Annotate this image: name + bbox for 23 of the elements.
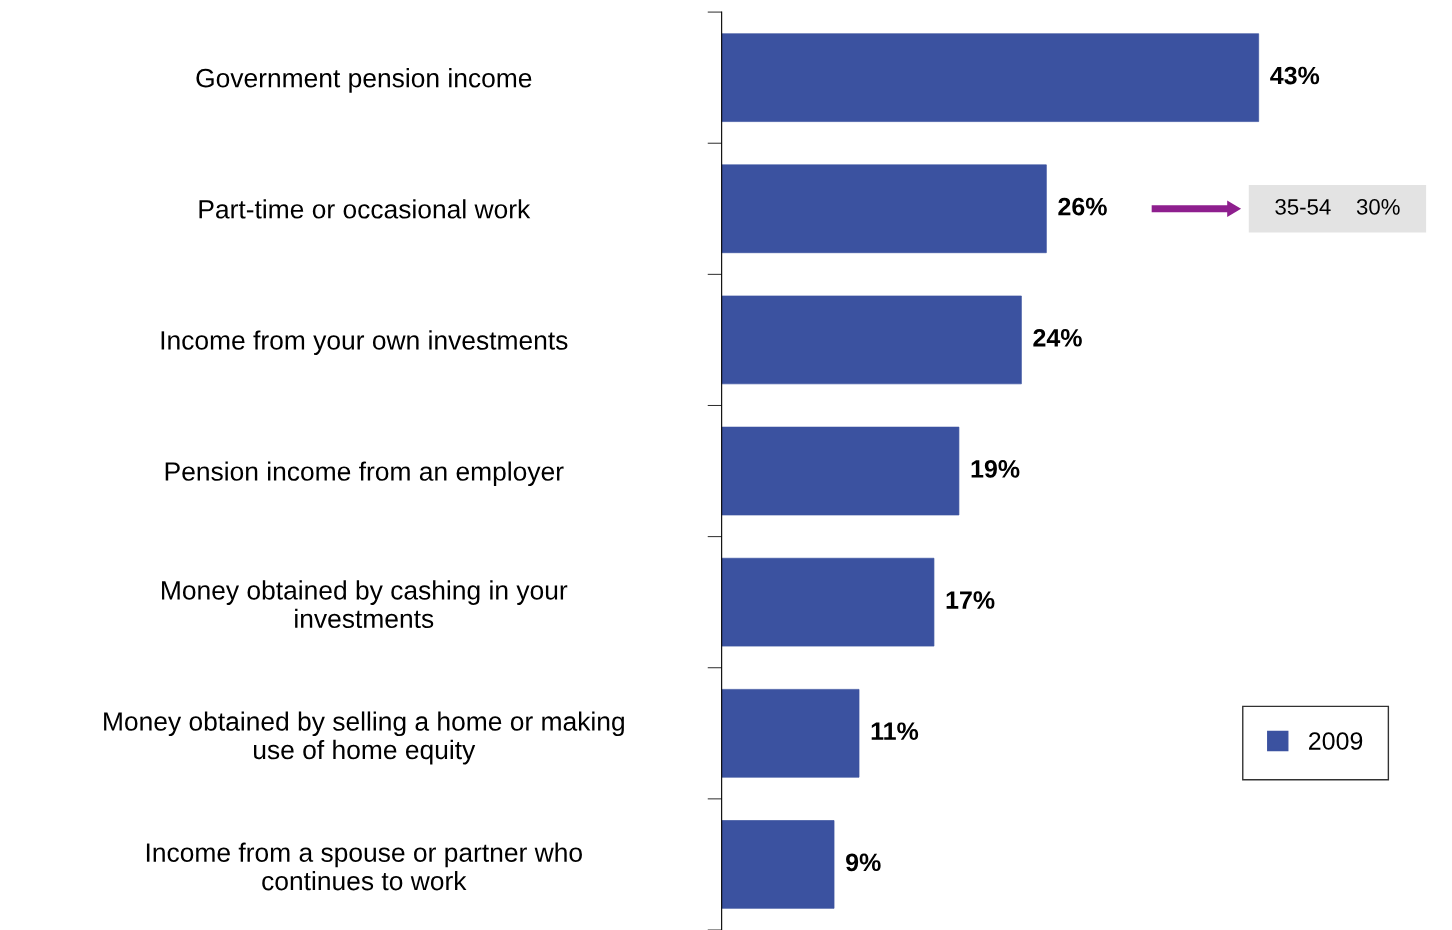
text: 35-54 30% <box>1275 199 1400 215</box>
y-tick-label: Income from your own investments <box>161 330 568 355</box>
y-tick-label: Pension income from an employer <box>165 461 564 487</box>
bar <box>721 295 1022 385</box>
data-label: 19% <box>971 460 1020 478</box>
data-label: 24% <box>1033 328 1082 347</box>
data-label: 11% <box>871 722 919 740</box>
y-tick-label: Part-time or occasional work <box>199 199 531 219</box>
bar <box>721 557 935 647</box>
bar <box>721 33 1260 122</box>
bar <box>721 820 835 909</box>
bar <box>721 426 960 516</box>
y-tick-label: Money obtained by selling a home or making use of home equity <box>104 711 624 765</box>
data-label: 17% <box>946 591 995 609</box>
bar <box>721 164 1047 254</box>
y-tick-label: Government pension income <box>196 68 532 93</box>
y-tick-label: Money obtained by cashing in your investments <box>162 580 568 629</box>
data-label: 9% <box>846 853 881 872</box>
data-label: 26% <box>1058 197 1107 216</box>
y-tick-label: Income from a spouse or partner who continues to work <box>146 842 582 891</box>
data-label: 43% <box>1270 66 1320 85</box>
bar <box>721 689 860 778</box>
legend-label: 2009 <box>1309 732 1363 750</box>
